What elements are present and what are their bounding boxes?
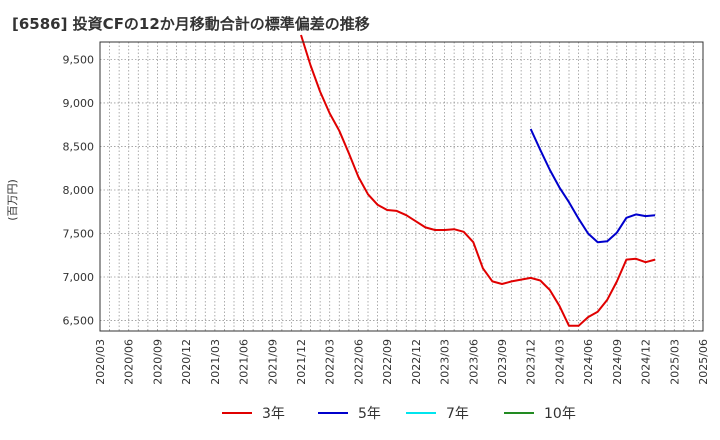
y-tick-label: 8,000 xyxy=(63,184,95,197)
x-tick-label: 2023/09 xyxy=(496,339,509,385)
y-tick-label: 7,000 xyxy=(63,271,95,284)
plot-frame xyxy=(99,41,704,332)
x-tick-label: 2020/12 xyxy=(180,339,193,385)
series-lines xyxy=(300,34,656,327)
x-tick-label: 2022/12 xyxy=(410,339,423,385)
legend-label-0: 3年 xyxy=(262,406,285,422)
x-tick-label: 2025/06 xyxy=(697,339,710,385)
x-tick-label: 2021/12 xyxy=(295,339,308,385)
x-tick-label: 2023/03 xyxy=(439,339,452,385)
legend: 3年 5年 7年 10年 xyxy=(222,406,576,422)
legend-label-1: 5年 xyxy=(358,406,381,422)
x-tick-label: 2022/09 xyxy=(381,339,394,385)
series-line-0 xyxy=(300,34,656,327)
x-tick-label: 2023/06 xyxy=(467,339,480,385)
series-line-1 xyxy=(529,128,656,244)
x-tick-label: 2020/03 xyxy=(94,339,107,385)
y-tick-label: 8,500 xyxy=(63,140,95,153)
legend-label-2: 7年 xyxy=(446,406,469,422)
x-tick-label: 2024/12 xyxy=(640,339,653,385)
y-axis-ticks: 6,500 7,000 7,500 8,000 8,500 9,000 9,500 xyxy=(63,53,95,327)
y-tick-label: 7,500 xyxy=(63,228,95,241)
x-tick-label: 2022/06 xyxy=(352,339,365,385)
x-tick-label: 2021/06 xyxy=(238,339,251,385)
x-tick-label: 2023/12 xyxy=(525,339,538,385)
x-tick-label: 2024/06 xyxy=(582,339,595,385)
x-tick-label: 2024/09 xyxy=(611,339,624,385)
x-tick-label: 2021/09 xyxy=(266,339,279,385)
x-tick-label: 2021/03 xyxy=(209,339,222,385)
x-tick-label: 2022/03 xyxy=(324,339,337,385)
x-axis-ticks: 2020/03 2020/06 2020/09 2020/12 2021/03 2021/… xyxy=(94,339,710,385)
y-axis-label: (百万円) xyxy=(6,179,19,221)
x-tick-label: 2020/09 xyxy=(151,339,164,385)
chart-title: [6586] 投資CFの12か月移動合計の標準偏差の推移 xyxy=(12,15,370,33)
y-tick-label: 9,000 xyxy=(63,97,95,110)
legend-label-3: 10年 xyxy=(544,406,576,422)
x-tick-label: 2020/06 xyxy=(123,339,136,385)
y-tick-label: 9,500 xyxy=(63,53,95,66)
grid xyxy=(99,42,704,331)
x-tick-label: 2024/03 xyxy=(553,339,566,385)
y-tick-label: 6,500 xyxy=(63,315,95,328)
x-tick-label: 2025/03 xyxy=(668,339,681,385)
